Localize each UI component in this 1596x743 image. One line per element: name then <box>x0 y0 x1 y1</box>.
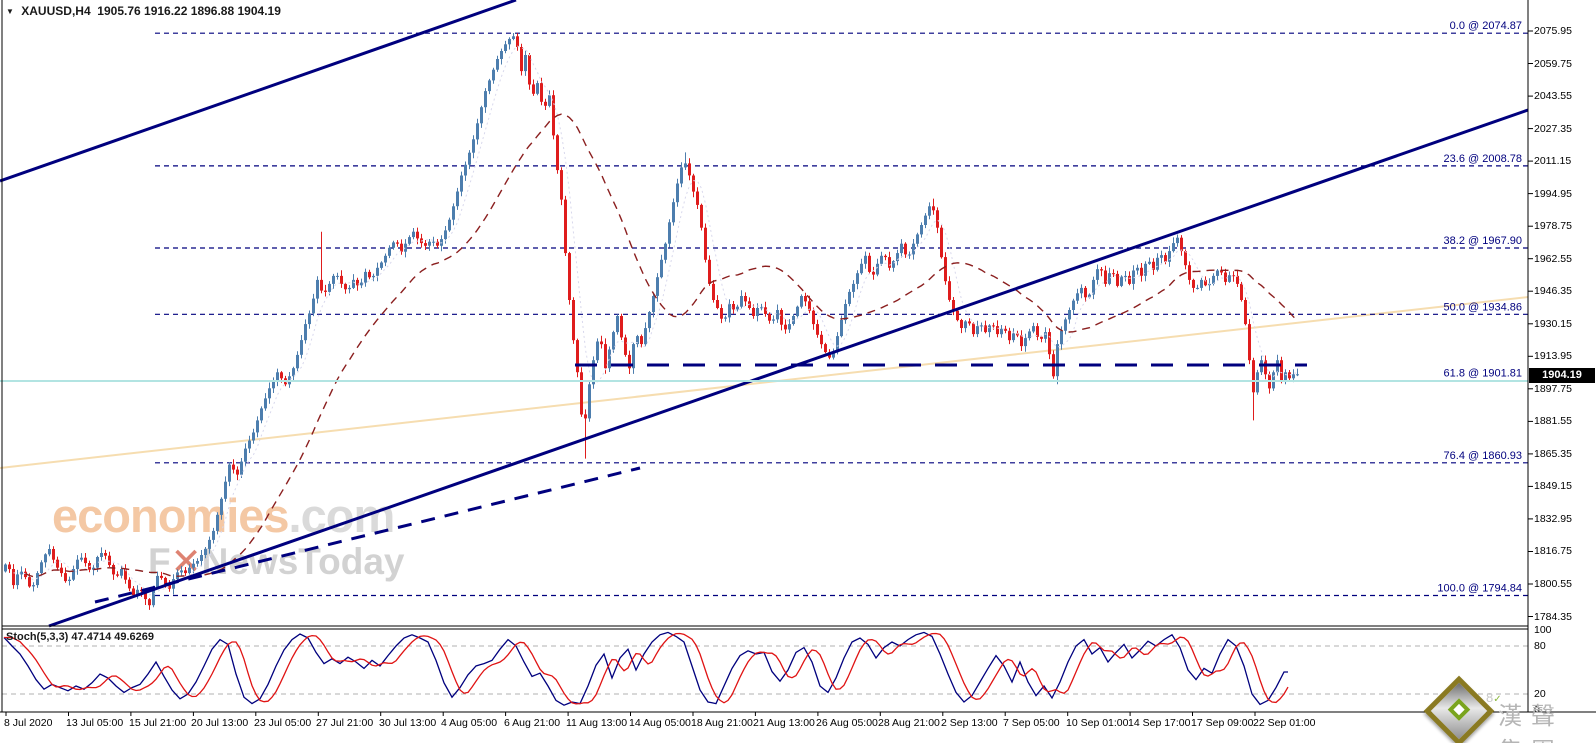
time-tick-label: 14 Aug 05:00 <box>629 717 691 729</box>
stoch-signal-line[interactable] <box>4 632 1289 705</box>
dashed-trendline[interactable] <box>94 466 641 604</box>
time-tick-label: 11 Aug 13:00 <box>566 717 628 729</box>
time-tick-label: 7 Sep 05:00 <box>1003 717 1060 729</box>
svg-text:38.2 @ 1967.90: 38.2 @ 1967.90 <box>1444 235 1522 247</box>
ohlc-low: 1896.88 <box>190 4 235 18</box>
fibonacci-labels: 0.0 @ 2074.87 23.6 @ 2008.78 38.2 @ 1967.9… <box>1437 20 1522 594</box>
svg-text:23.6 @ 2008.78: 23.6 @ 2008.78 <box>1444 153 1522 165</box>
time-tick-label: 30 Jul 13:00 <box>379 717 437 729</box>
price-tick-label: 1881.55 <box>1534 415 1572 427</box>
stoch-scale-label: 100 <box>1534 624 1552 636</box>
price-tick-label: 1849.15 <box>1534 480 1572 492</box>
time-tick-label: 18 Aug 21:00 <box>691 717 753 729</box>
ma-slow-line[interactable] <box>25 113 1299 578</box>
price-tick-label: 2011.15 <box>1534 155 1572 167</box>
price-tick-label: 1946.35 <box>1534 285 1572 297</box>
time-tick-label: 20 Jul 13:00 <box>191 717 249 729</box>
symbol-name: XAUUSD,H4 <box>21 4 91 18</box>
main-trendline[interactable] <box>48 108 1529 628</box>
price-tick-label: 1865.35 <box>1534 448 1572 460</box>
price-tick-label: 1784.35 <box>1534 611 1572 623</box>
stoch-scale-label: 80 <box>1534 640 1546 652</box>
price-tick-label: 1832.95 <box>1534 513 1572 525</box>
support-line-wheat[interactable] <box>0 296 1529 469</box>
stoch-scale-label: 20 <box>1534 688 1546 700</box>
company-logo: 8✓ 漢聲集團 <box>1423 675 1596 743</box>
price-tick-label: 1913.95 <box>1534 350 1572 362</box>
svg-text:61.8 @ 1901.81: 61.8 @ 1901.81 <box>1444 368 1522 380</box>
candles[interactable] <box>4 33 1299 610</box>
price-tick-label: 1994.95 <box>1534 188 1572 200</box>
stoch-indicator-label: Stoch(5,3,3) 47.4714 49.6269 <box>6 631 155 643</box>
symbol-dropdown-icon[interactable]: ▼ <box>6 7 14 16</box>
time-tick-label: 6 Aug 21:00 <box>504 717 561 729</box>
time-tick-label: 17 Sep 09:00 <box>1191 717 1254 729</box>
symbol-info: ▼ XAUUSD,H4 1905.76 1916.22 1896.88 1904… <box>6 4 281 18</box>
svg-text:0.0 @ 2074.87: 0.0 @ 2074.87 <box>1450 20 1522 32</box>
channel-upper-trendline[interactable] <box>0 0 517 183</box>
stoch-main-value: 47.4714 <box>71 631 112 643</box>
current-price-badge: 1904.19 <box>1529 368 1595 383</box>
time-tick-label: 4 Aug 05:00 <box>441 717 498 729</box>
svg-text:100.0 @ 1794.84: 100.0 @ 1794.84 <box>1437 583 1522 595</box>
time-tick-label: 2 Sep 13:00 <box>941 717 998 729</box>
time-tick-label: 28 Aug 21:00 <box>878 717 940 729</box>
ohlc-open: 1905.76 <box>97 4 141 18</box>
price-tick-label: 1978.75 <box>1534 220 1572 232</box>
stoch-signal-value: 49.6269 <box>114 631 155 643</box>
fibonacci-lines[interactable] <box>155 32 1528 597</box>
time-tick-label: 15 Jul 21:00 <box>129 717 187 729</box>
time-tick-label: 22 Sep 01:00 <box>1253 717 1316 729</box>
ohlc-high: 1916.22 <box>144 4 188 18</box>
price-tick-label: 2075.95 <box>1534 25 1572 37</box>
time-tick-label: 27 Jul 21:00 <box>316 717 374 729</box>
svg-text:50.0 @ 1934.86: 50.0 @ 1934.86 <box>1444 301 1522 313</box>
price-tick-label: 2059.75 <box>1534 58 1572 70</box>
price-tick-label: 1930.15 <box>1534 318 1572 330</box>
price-tick-label: 2043.55 <box>1534 90 1572 102</box>
svg-text:76.4 @ 1860.93: 76.4 @ 1860.93 <box>1444 450 1522 462</box>
time-tick-label: 23 Jul 05:00 <box>254 717 312 729</box>
price-tick-label: 1962.55 <box>1534 253 1572 265</box>
ma-fast-line[interactable] <box>13 45 1298 596</box>
price-tick-label: 1897.75 <box>1534 383 1572 395</box>
watermark-economies: economies.com <box>52 489 395 542</box>
stoch-main-line[interactable] <box>3 631 1288 706</box>
time-tick-label: 10 Sep 01:00 <box>1066 717 1129 729</box>
price-tick-label: 2027.35 <box>1534 123 1572 135</box>
time-tick-label: 21 Aug 13:00 <box>753 717 815 729</box>
logo-diamond-icon <box>1423 675 1495 743</box>
logo-sprout-icon: 8✓ <box>1486 690 1502 705</box>
chart-borders <box>0 0 1596 716</box>
time-tick-label: 26 Aug 05:00 <box>816 717 878 729</box>
time-tick-label: 8 Jul 2020 <box>4 717 53 729</box>
time-tick-label: 14 Sep 17:00 <box>1128 717 1191 729</box>
price-tick-label: 1800.55 <box>1534 578 1572 590</box>
price-tick-label: 1816.75 <box>1534 545 1572 557</box>
ohlc-close: 1904.19 <box>237 4 281 18</box>
stoch-scale-label: 0 <box>1534 704 1540 716</box>
logo-text: 漢聲集團 <box>1498 702 1564 743</box>
time-tick-label: 13 Jul 05:00 <box>66 717 124 729</box>
